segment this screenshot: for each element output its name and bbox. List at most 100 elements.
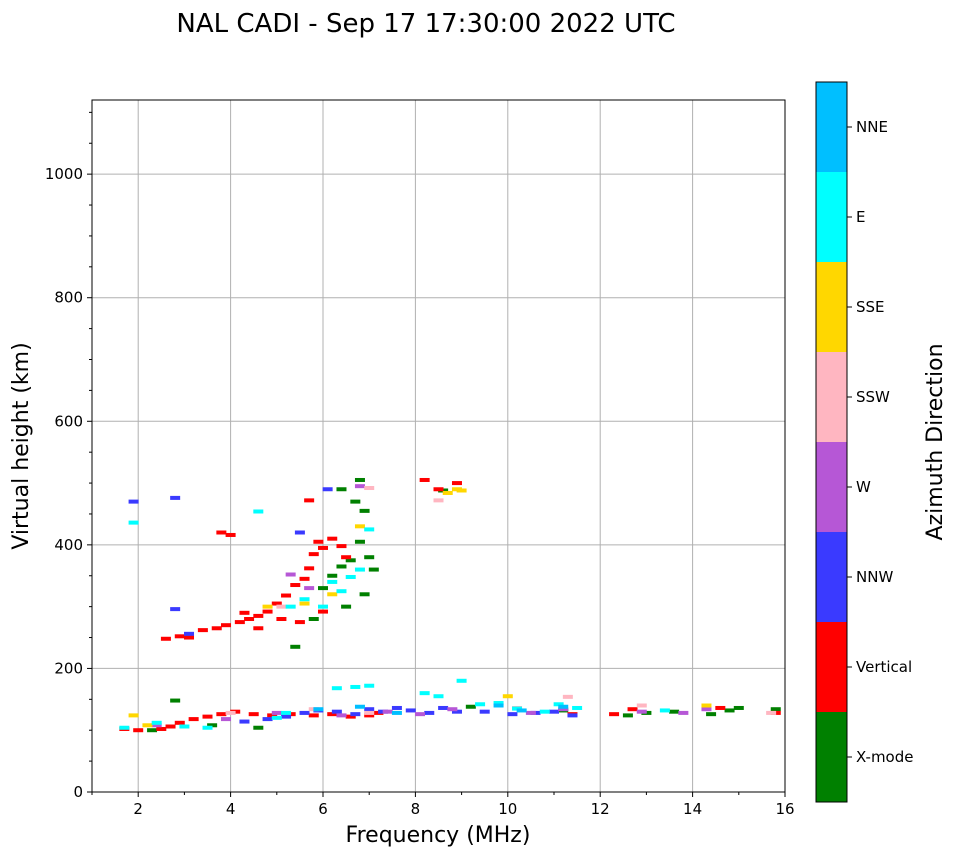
data-point-e [475,702,486,707]
plot-frame [91,99,786,793]
data-point-ssw [433,498,444,503]
data-point-x-mode [290,644,301,649]
data-point-vertical [225,532,236,537]
data-point-w [354,484,365,489]
data-point-vertical [627,707,638,712]
data-point-sse [701,703,712,708]
data-point-vertical [304,566,315,571]
data-point-x-mode [327,573,338,578]
data-point-ssw [276,604,287,609]
data-point-e [285,604,296,609]
y-axis-label: Virtual height (km) [9,342,34,549]
data-point-e [350,684,361,689]
data-points [119,477,781,733]
x-tick-label: 14 [683,800,702,818]
data-point-nnw [424,710,435,715]
data-point-nnw [262,717,273,722]
data-point-vertical [609,712,620,717]
data-point-ssw [766,710,777,715]
colorbar-segment [816,532,847,622]
data-point-x-mode [770,707,781,712]
x-tick-label: 2 [133,800,143,818]
data-point-e [345,574,356,579]
data-point-x-mode [207,723,218,728]
data-point-vertical [433,487,444,492]
data-point-x-mode [354,539,365,544]
y-tick-label: 600 [54,412,83,430]
y-tick-label: 800 [54,289,83,307]
data-point-vertical [133,728,144,733]
x-axis: 2 4 6 8 10 12 14 16 [91,792,795,818]
data-point-vertical [197,628,208,633]
data-point-e [318,604,328,609]
data-point-sse [502,694,513,699]
data-point-x-mode [350,499,361,504]
data-point-vertical [451,481,462,486]
colorbar-label-w: W [856,478,871,496]
data-point-vertical [336,544,347,549]
data-point-nnw [128,499,139,504]
data-point-x-mode [622,713,633,718]
data-point-vertical [211,626,222,631]
y-tick-label: 1000 [45,165,83,183]
data-point-vertical [262,609,273,614]
data-point-vertical [165,724,176,729]
data-point-nnw [451,709,462,714]
colorbar-label-nne: NNE [856,118,888,136]
data-point-vertical [248,712,259,717]
data-point-vertical [244,617,255,621]
data-point-vertical [174,634,185,639]
colorbar-label-sse: SSE [856,298,885,316]
data-point-sse [456,488,467,493]
data-point-vertical [253,613,264,618]
data-point-vertical [281,593,292,598]
data-point-vertical [156,726,167,731]
data-point-x-mode [669,709,680,714]
data-point-x-mode [253,725,264,730]
data-point-w [525,710,536,715]
data-point-vertical [239,610,250,615]
colorbar-label-nnw: NNW [856,568,893,586]
data-point-vertical [253,626,264,631]
data-point-e [281,710,292,715]
data-point-x-mode [336,564,347,569]
data-point-vertical [276,617,287,621]
data-point-vertical [308,713,319,718]
colorbar-segment [816,82,847,172]
colorbar-label-ssw: SSW [856,388,890,406]
data-point-e [456,678,467,683]
data-point-x-mode [341,604,352,609]
data-point-nnw [567,713,578,718]
data-point-w [304,586,315,591]
data-point-vertical [174,720,185,725]
y-axis: 0 200 400 600 800 1000 [45,111,92,801]
y-tick-label: 0 [73,783,83,801]
colorbar-label: Azimuth Direction [923,343,948,540]
data-point-nnw [350,712,361,717]
x-axis-label: Frequency (MHz) [346,823,531,848]
data-point-vertical [419,477,430,482]
data-point-e [539,709,550,714]
data-point-e [364,683,375,688]
colorbar-segment [816,442,847,532]
data-point-vertical [216,712,227,717]
data-point-vertical [304,498,315,503]
data-point-vertical [318,545,328,550]
data-point-nne [313,707,324,712]
data-point-vertical [216,530,227,535]
data-point-e [151,720,162,725]
data-point-nne [354,704,365,709]
data-point-nnw [405,708,416,713]
data-point-w [678,710,689,715]
data-point-ssw [225,710,236,715]
x-tick-label: 8 [411,800,421,818]
data-point-vertical [294,620,305,625]
data-point-e [253,509,264,514]
colorbar-segment [816,262,847,352]
data-point-e [419,691,430,696]
data-point-x-mode [724,708,735,713]
data-point-vertical [308,552,319,557]
data-point-x-mode [345,558,356,563]
data-point-e [433,694,444,699]
data-point-vertical [299,576,310,581]
